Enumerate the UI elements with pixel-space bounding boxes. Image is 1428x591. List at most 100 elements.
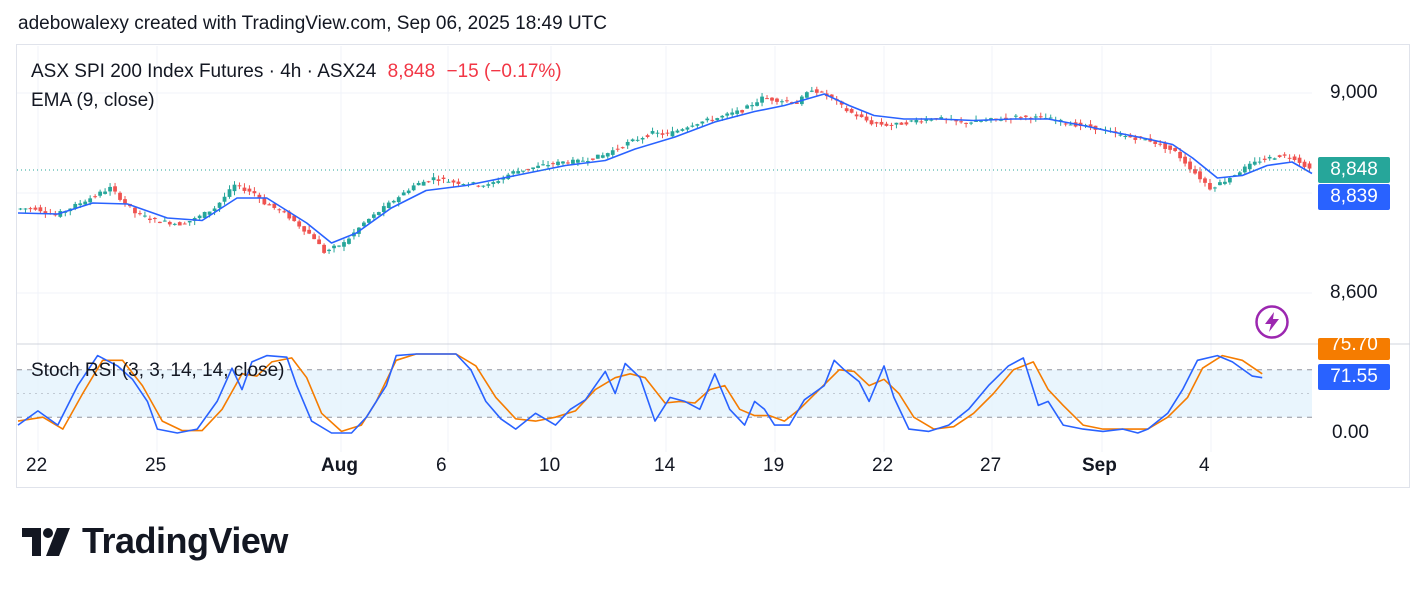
- candle: [222, 192, 227, 205]
- price-change-text: −15 (−0.17%): [446, 61, 562, 82]
- candle: [406, 188, 411, 195]
- candle-body: [849, 109, 854, 113]
- candle-body: [795, 102, 799, 104]
- stoch-d-tag-value: 75.70: [1330, 338, 1378, 355]
- candle: [431, 172, 436, 185]
- candle-body: [829, 94, 834, 98]
- stoch-legend[interactable]: Stoch RSI (3, 3, 14, 14, close): [31, 360, 284, 382]
- candle-body: [640, 138, 645, 140]
- tradingview-logo[interactable]: TradingView: [20, 520, 288, 562]
- candle-body: [133, 207, 137, 214]
- candle: [436, 175, 441, 186]
- tradingview-wordmark: TradingView: [82, 520, 288, 561]
- last-price-tag: 8,848: [1318, 157, 1390, 183]
- candle: [1093, 125, 1098, 135]
- candle: [401, 190, 406, 196]
- candle: [1277, 154, 1282, 158]
- candle: [1242, 164, 1247, 175]
- candle-body: [929, 119, 934, 121]
- candle-body: [1208, 182, 1212, 190]
- candle: [491, 180, 496, 188]
- candle-body: [685, 127, 690, 130]
- candle: [108, 183, 112, 196]
- candle-body: [1218, 182, 1222, 186]
- candle: [655, 130, 660, 138]
- candle: [362, 221, 366, 228]
- candle-body: [217, 202, 222, 208]
- candle-body: [43, 211, 48, 214]
- ema-legend[interactable]: EMA (9, close): [31, 90, 155, 112]
- candle-body: [1237, 172, 1242, 176]
- candle: [167, 220, 172, 227]
- lightning-icon[interactable]: [1254, 304, 1290, 340]
- candle-body: [1013, 115, 1018, 117]
- candle-body: [302, 226, 307, 232]
- candle-body: [680, 129, 685, 131]
- candle-body: [914, 120, 919, 123]
- candle: [1148, 134, 1153, 143]
- candle-body: [1277, 155, 1282, 157]
- candle-body: [297, 221, 302, 227]
- x-tick-label: 6: [436, 455, 447, 476]
- symbol-legend[interactable]: ASX SPI 200 Index Futures · 4h · ASX24 8…: [31, 61, 562, 83]
- x-tick-label: 22: [26, 455, 48, 476]
- candle-body: [421, 181, 426, 186]
- candle-body: [1004, 117, 1008, 119]
- candle-body: [1158, 143, 1163, 145]
- candle: [750, 102, 754, 111]
- candle: [745, 104, 750, 109]
- candle-body: [287, 211, 292, 219]
- candle: [635, 136, 640, 142]
- candle-body: [645, 135, 650, 137]
- candle: [138, 210, 142, 216]
- candle: [1043, 113, 1048, 119]
- candle-body: [665, 132, 670, 134]
- candle-body: [152, 217, 157, 220]
- candle: [232, 181, 237, 196]
- candle: [964, 122, 968, 128]
- candle-body: [257, 194, 262, 199]
- candle-body: [347, 238, 351, 244]
- candle-body: [989, 118, 993, 120]
- candle-body: [322, 244, 326, 253]
- candle-body: [23, 208, 28, 210]
- ema-line: [17, 93, 1313, 244]
- candle: [28, 206, 33, 213]
- candle-body: [312, 234, 317, 240]
- candle-body: [391, 200, 396, 203]
- candle-body: [123, 199, 127, 204]
- candle-body: [78, 203, 83, 206]
- candle: [212, 206, 217, 216]
- candle-body: [317, 239, 321, 245]
- candle-body: [780, 101, 784, 103]
- candle-body: [595, 154, 600, 159]
- candle-body: [282, 211, 287, 213]
- candle-body: [1018, 117, 1023, 119]
- candle: [292, 215, 297, 222]
- candle-body: [531, 167, 535, 169]
- candle: [317, 235, 321, 245]
- candle-body: [371, 214, 376, 218]
- candle: [600, 152, 605, 159]
- candle-body: [1168, 145, 1173, 150]
- candle: [680, 128, 685, 132]
- candle: [217, 202, 222, 212]
- candle: [516, 167, 521, 174]
- candle-body: [342, 242, 346, 247]
- candle-body: [899, 122, 904, 125]
- candle: [148, 215, 152, 224]
- x-tick-label: 22: [872, 455, 894, 476]
- candle-body: [227, 189, 232, 197]
- candle-body: [1063, 123, 1068, 125]
- candle: [1297, 154, 1302, 168]
- candle-body: [576, 159, 580, 163]
- x-tick-label: 25: [145, 455, 167, 476]
- candle: [879, 118, 884, 127]
- candle: [262, 194, 267, 206]
- candle-body: [1227, 178, 1232, 183]
- candle: [297, 219, 302, 229]
- candle-body: [580, 160, 585, 162]
- candle-body: [1252, 161, 1257, 165]
- candle-body: [1272, 158, 1277, 160]
